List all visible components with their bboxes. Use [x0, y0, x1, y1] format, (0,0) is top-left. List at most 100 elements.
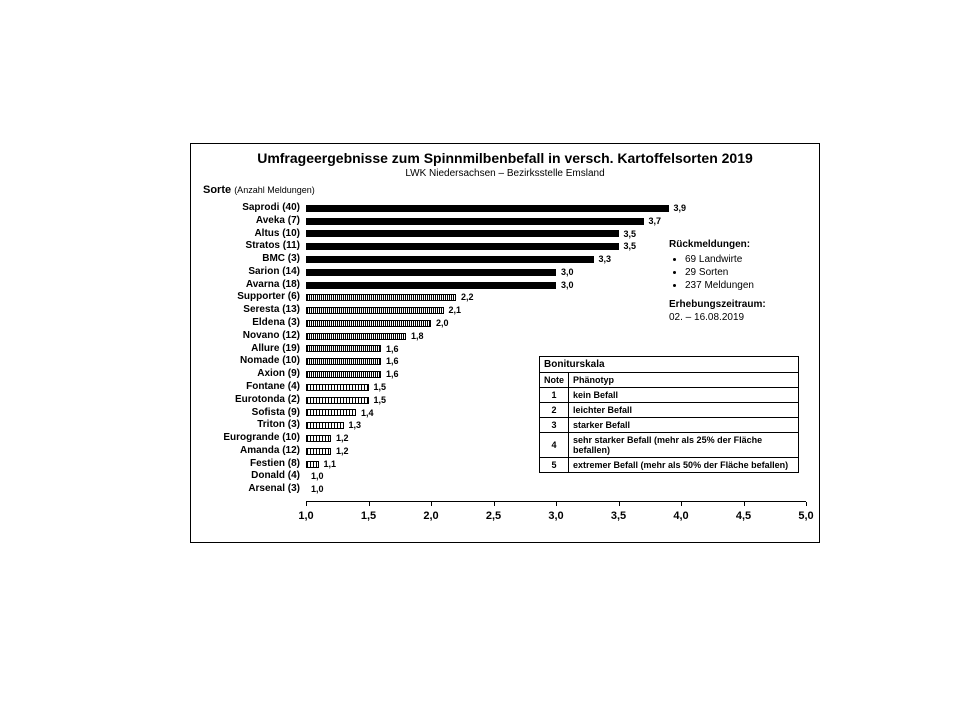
bar — [306, 384, 369, 391]
x-tick — [681, 502, 682, 506]
chart-container: Umfrageergebnisse zum Spinnmilbenbefall … — [190, 143, 820, 543]
bar — [306, 461, 319, 468]
bar — [306, 269, 556, 276]
bar-category-label: Festien (8) — [250, 458, 300, 471]
bar-row: Novano (12)1,8 — [306, 330, 806, 343]
x-tick — [369, 502, 370, 506]
bar — [306, 435, 331, 442]
x-tick — [306, 502, 307, 506]
bar — [306, 448, 331, 455]
x-tick-label: 4,0 — [673, 510, 688, 522]
table-cell-desc: extremer Befall (mehr als 50% der Fläche… — [569, 458, 799, 473]
bar-value-label: 1,0 — [311, 483, 324, 496]
bar-row: Aveka (7)3,7 — [306, 215, 806, 228]
table-row: 4sehr starker Befall (mehr als 25% der F… — [540, 433, 799, 458]
table-row: 1kein Befall — [540, 388, 799, 403]
bar-value-label: 3,5 — [624, 240, 637, 253]
bar-value-label: 3,7 — [649, 215, 662, 228]
table-cell-desc: leichter Befall — [569, 403, 799, 418]
bar-value-label: 2,0 — [436, 317, 449, 330]
table-col-desc: Phänotyp — [569, 373, 799, 388]
bar — [306, 243, 619, 250]
bar-category-label: Novano (12) — [243, 330, 300, 343]
bar — [306, 294, 456, 301]
bar-value-label: 1,6 — [386, 343, 399, 356]
bar-category-label: Eldena (3) — [252, 317, 300, 330]
bar — [306, 358, 381, 365]
bar — [306, 282, 556, 289]
x-tick — [806, 502, 807, 506]
bar-value-label: 1,4 — [361, 407, 374, 420]
bar-value-label: 1,2 — [336, 432, 349, 445]
bar — [306, 333, 406, 340]
bar-value-label: 3,0 — [561, 266, 574, 279]
bar-value-label: 2,2 — [461, 291, 474, 304]
table-cell-note: 3 — [540, 418, 569, 433]
bar — [306, 422, 344, 429]
x-tick — [494, 502, 495, 506]
bar — [306, 218, 644, 225]
responses-list: 69 Landwirte29 Sorten237 Meldungen — [669, 253, 799, 292]
chart-subtitle: LWK Niedersachsen – Bezirksstelle Emslan… — [191, 168, 819, 179]
x-tick — [431, 502, 432, 506]
bar-value-label: 3,5 — [624, 228, 637, 241]
bar-category-label: Nomade (10) — [240, 355, 300, 368]
bar-category-label: Axion (9) — [257, 368, 300, 381]
bar-value-label: 3,3 — [599, 253, 612, 266]
period-value: 02. – 16.08.2019 — [669, 311, 799, 324]
bar-category-label: Stratos (11) — [246, 240, 300, 253]
bar — [306, 256, 594, 263]
bar-value-label: 1,6 — [386, 368, 399, 381]
bar-value-label: 1,0 — [311, 470, 324, 483]
bar-category-label: Triton (3) — [257, 419, 300, 432]
bar-category-label: Saprodi (40) — [242, 202, 300, 215]
bar-category-label: Amanda (12) — [240, 445, 300, 458]
x-tick-label: 3,0 — [548, 510, 563, 522]
x-tick — [744, 502, 745, 506]
bar-category-label: BMC (3) — [262, 253, 300, 266]
bar — [306, 205, 669, 212]
bar — [306, 397, 369, 404]
bar-category-label: Allure (19) — [251, 343, 300, 356]
table-cell-note: 1 — [540, 388, 569, 403]
responses-header: Rückmeldungen: — [669, 238, 799, 251]
x-tick-label: 1,0 — [298, 510, 313, 522]
x-tick-label: 4,5 — [736, 510, 751, 522]
x-tick — [556, 502, 557, 506]
table-header-row: Note Phänotyp — [540, 373, 799, 388]
chart-title: Umfrageergebnisse zum Spinnmilbenbefall … — [191, 150, 819, 166]
table-caption: Boniturskala — [539, 356, 799, 372]
bar-value-label: 2,1 — [449, 304, 462, 317]
bar-value-label: 1,1 — [324, 458, 337, 471]
bar-value-label: 3,9 — [674, 202, 687, 215]
bar-value-label: 1,5 — [374, 381, 387, 394]
info-box: Rückmeldungen: 69 Landwirte29 Sorten237 … — [669, 238, 799, 324]
bar-category-label: Sofista (9) — [252, 407, 300, 420]
bar-row: Saprodi (40)3,9 — [306, 202, 806, 215]
table-row: 3starker Befall — [540, 418, 799, 433]
boniturskala-table: Boniturskala Note Phänotyp 1kein Befall2… — [539, 356, 799, 473]
bar-category-label: Eurogrande (10) — [223, 432, 300, 445]
bar-value-label: 1,5 — [374, 394, 387, 407]
bar — [306, 230, 619, 237]
table-cell-desc: starker Befall — [569, 418, 799, 433]
bar — [306, 320, 431, 327]
y-axis-label-sub: (Anzahl Meldungen) — [234, 185, 315, 195]
x-tick-label: 1,5 — [361, 510, 376, 522]
bar — [306, 409, 356, 416]
y-axis-label-main: Sorte — [203, 184, 231, 196]
bar-value-label: 1,6 — [386, 355, 399, 368]
bar-category-label: Sarion (14) — [248, 266, 300, 279]
bar-category-label: Donald (4) — [251, 470, 300, 483]
bar-category-label: Arsenal (3) — [248, 483, 300, 496]
x-tick-label: 2,0 — [423, 510, 438, 522]
bar — [306, 371, 381, 378]
table-cell-desc: sehr starker Befall (mehr als 25% der Fl… — [569, 433, 799, 458]
responses-list-item: 69 Landwirte — [685, 253, 799, 266]
responses-list-item: 29 Sorten — [685, 266, 799, 279]
bar-row: Arsenal (3)1,0 — [306, 483, 806, 496]
bar-category-label: Eurotonda (2) — [235, 394, 300, 407]
table-cell-note: 4 — [540, 433, 569, 458]
bar-row: Allure (19)1,6 — [306, 343, 806, 356]
bar-value-label: 1,8 — [411, 330, 424, 343]
